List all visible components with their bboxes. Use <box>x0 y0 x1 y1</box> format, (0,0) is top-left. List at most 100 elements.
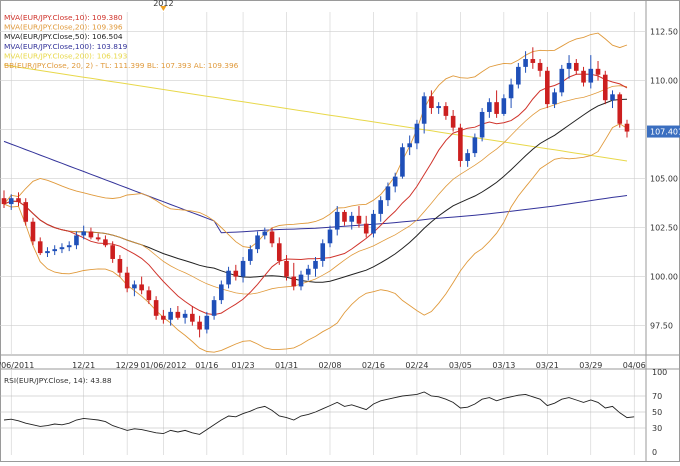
x-tick-label: 02/16 <box>362 361 385 370</box>
candle-body <box>624 123 630 132</box>
year-marker-icon <box>160 6 167 11</box>
y-tick-label: 100.00 <box>650 273 678 282</box>
candle-body <box>226 270 231 285</box>
candle-body <box>211 300 217 316</box>
y-tick-label: 110.00 <box>650 77 678 86</box>
rsi-tick-label: 70 <box>652 392 662 401</box>
candle-body <box>30 221 36 242</box>
y-tick-label: 105.00 <box>650 175 678 184</box>
mva-100-line <box>3 140 628 234</box>
candle-body <box>117 258 123 273</box>
candle-body <box>595 68 601 75</box>
candle-body <box>378 200 383 214</box>
x-tick-label: 01/31 <box>275 361 298 370</box>
indicator-legend-label: MVA(EUR/JPY.Close,200): 106.193 <box>4 51 128 60</box>
candle-body <box>494 102 499 114</box>
candle-body <box>371 213 376 234</box>
candle-body <box>269 231 275 244</box>
x-tick-label: 02/24 <box>405 361 428 370</box>
indicator-legend-label: MVA(EUR/JPY.Close,10): 109.380 <box>4 13 123 22</box>
candle-body <box>349 215 355 222</box>
candle-body <box>385 186 391 201</box>
bb-lower-line <box>3 123 628 353</box>
candle-body <box>617 94 623 124</box>
candle-body <box>66 245 72 248</box>
candle-body <box>45 251 50 254</box>
rsi-tick-label: 100 <box>652 368 667 377</box>
candle-body <box>602 74 608 101</box>
last-price-box <box>647 125 680 138</box>
x-tick-label: 03/29 <box>579 361 602 370</box>
x-tick-label: 12/29 <box>116 361 139 370</box>
candle-body <box>530 59 536 63</box>
bb-upper-line <box>3 32 628 249</box>
candle-body <box>523 59 528 67</box>
candle-body <box>161 315 166 320</box>
candle-body <box>566 62 572 69</box>
candle-body <box>450 115 456 128</box>
candle-body <box>508 84 514 99</box>
candle-body <box>262 231 268 236</box>
candle-body <box>74 235 79 246</box>
candle-body <box>16 198 21 203</box>
candle-body <box>146 290 152 301</box>
candle-body <box>472 137 478 154</box>
x-tick-label: 01/23 <box>232 361 255 370</box>
candle-body <box>363 223 369 234</box>
candle-body <box>95 237 101 240</box>
candle-body <box>501 98 507 114</box>
candle-body <box>407 143 412 148</box>
candle-body <box>443 106 449 116</box>
candle-body <box>248 249 253 261</box>
candle-body <box>8 198 14 205</box>
candle-body <box>610 94 615 101</box>
candle-body <box>421 96 427 124</box>
mva-20-line <box>3 85 628 295</box>
candle-body <box>429 96 434 109</box>
candle-body <box>255 235 260 250</box>
candle-body <box>37 241 43 254</box>
indicator-legend-label: BB(EUR/JPY.Close, 20, 2) - TL: 111.399 B… <box>4 61 239 70</box>
candle-body <box>545 70 550 105</box>
candle-body <box>23 202 29 222</box>
last-price-label: 107.401 <box>650 128 680 137</box>
x-tick-label: 01/16 <box>195 361 218 370</box>
indicator-legend-label: MVA(EUR/JPY.Close,20): 109.396 <box>4 23 123 32</box>
candle-body <box>559 68 565 93</box>
candle-body <box>153 300 159 316</box>
candle-body <box>276 243 282 261</box>
candle-body <box>110 245 115 259</box>
mva-200-line <box>3 64 628 162</box>
x-tick-label: 01/06/2012 <box>140 361 186 370</box>
rsi-tick-label: 30 <box>652 424 662 433</box>
candle-body <box>124 272 130 289</box>
candle-body <box>190 313 195 322</box>
candle-body <box>400 147 405 177</box>
candle-body <box>291 276 297 287</box>
candle-body <box>204 315 210 330</box>
candle-body <box>516 66 521 85</box>
candle-body <box>537 62 543 71</box>
candle-body <box>356 215 362 224</box>
candle-body <box>305 268 311 275</box>
indicator-legend-label: MVA(EUR/JPY.Close,100): 103.819 <box>4 42 128 51</box>
candle-body <box>573 62 579 71</box>
candle-body <box>392 176 398 187</box>
x-tick-label: 12/21 <box>72 361 95 370</box>
x-tick-label: 04/06 <box>623 361 646 370</box>
y-tick-label: 97.50 <box>650 322 673 331</box>
candle-body <box>588 68 594 83</box>
candle-body <box>342 211 347 222</box>
candle-body <box>233 270 239 277</box>
candle-body <box>1 198 7 205</box>
candle-body <box>168 311 173 320</box>
candle-body <box>320 243 326 261</box>
rsi-tick-label: 50 <box>652 408 662 417</box>
candle-body <box>182 313 188 318</box>
candle-body <box>59 247 65 250</box>
candle-body <box>103 239 108 246</box>
candle-body <box>487 102 492 112</box>
candle-body <box>465 153 470 161</box>
